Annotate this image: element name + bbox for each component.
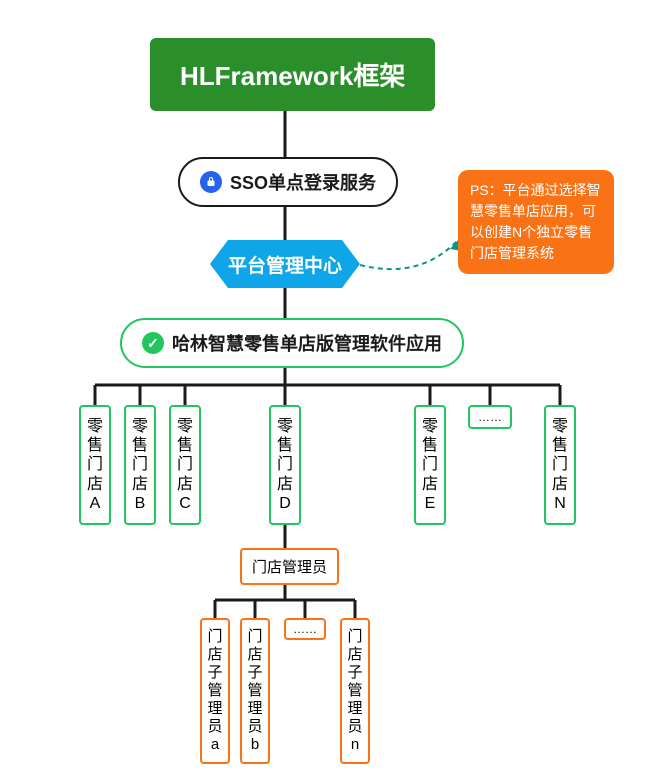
store-b: 零售门店B <box>124 405 156 525</box>
store-e: 零售门店E <box>414 405 446 525</box>
sso-node: SSO单点登录服务 <box>178 157 398 207</box>
note-text: PS：平台通过选择智慧零售单店应用，可以创建N个独立零售门店管理系统 <box>470 180 602 264</box>
sub-admin-n: 门店子管理员n <box>340 618 370 764</box>
store-admin: 门店管理员 <box>240 548 339 585</box>
store-n: 零售门店N <box>544 405 576 525</box>
store-a: 零售门店A <box>79 405 111 525</box>
app-text: 哈林智慧零售单店版管理软件应用 <box>172 330 442 356</box>
app-node: ✓ 哈林智慧零售单店版管理软件应用 <box>120 318 464 368</box>
store-d: 零售门店D <box>269 405 301 525</box>
title-box: HLFramework框架 <box>150 38 435 111</box>
lock-icon <box>200 171 222 193</box>
platform-text: 平台管理中心 <box>228 251 342 278</box>
sso-text: SSO单点登录服务 <box>230 169 376 195</box>
platform-node: 平台管理中心 <box>210 240 360 288</box>
note-callout: PS：平台通过选择智慧零售单店应用，可以创建N个独立零售门店管理系统 <box>458 170 614 274</box>
store-c: 零售门店C <box>169 405 201 525</box>
check-icon: ✓ <box>142 332 164 354</box>
sub-admin-a: 门店子管理员a <box>200 618 230 764</box>
store-dots: …… <box>468 405 512 429</box>
admin-text: 门店管理员 <box>252 556 327 577</box>
sub-admin-b: 门店子管理员b <box>240 618 270 764</box>
sub-admin-dots: …… <box>284 618 326 640</box>
title-text: HLFramework框架 <box>180 56 405 93</box>
connector-lines <box>0 0 645 777</box>
